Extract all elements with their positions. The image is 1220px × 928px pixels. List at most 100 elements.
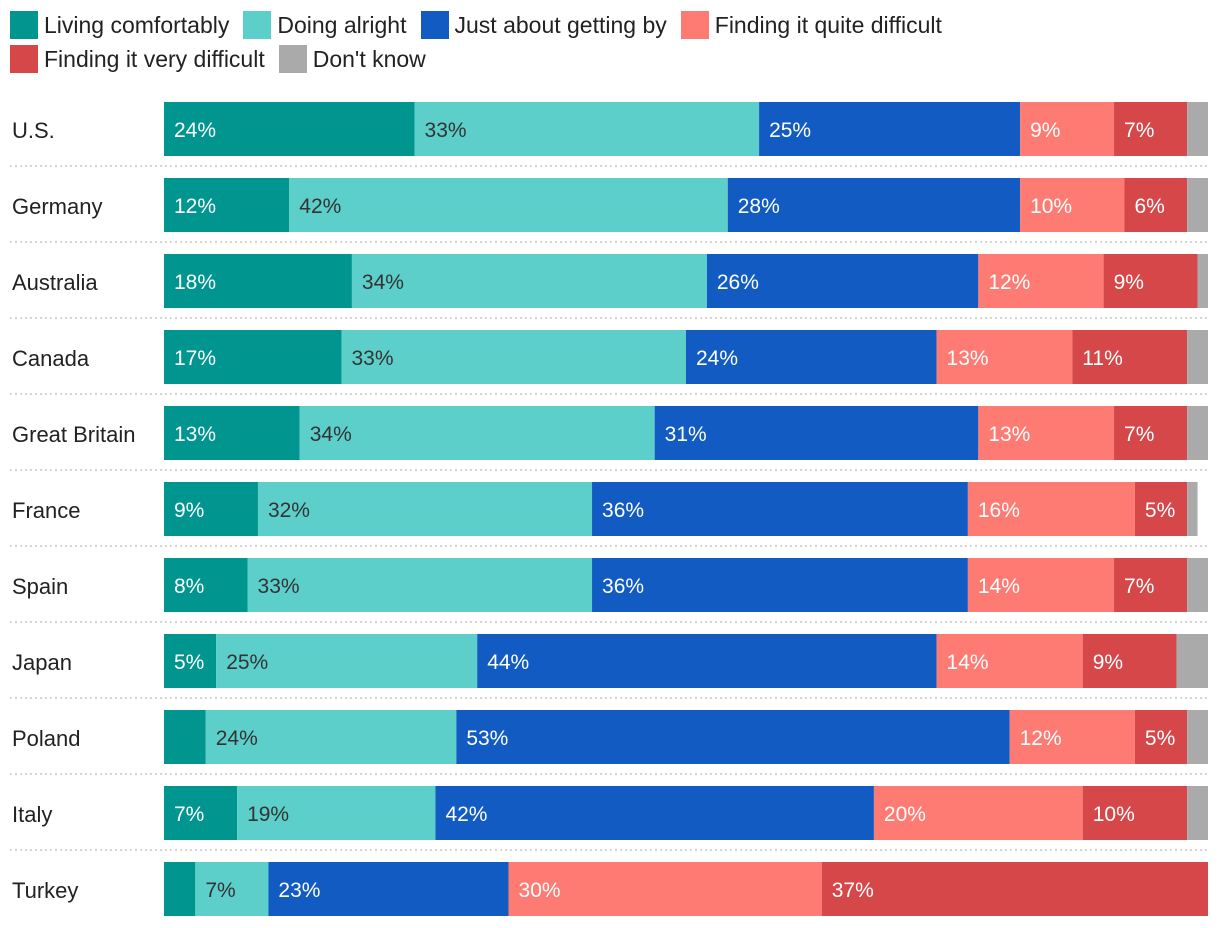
bar-segment bbox=[1187, 710, 1208, 764]
bar-segment bbox=[1114, 102, 1188, 156]
category-label: France bbox=[12, 498, 80, 523]
bar-row: Turkey 7% 23% 30% 37% bbox=[12, 862, 1208, 916]
bar-segment bbox=[1082, 786, 1188, 840]
bar-segment bbox=[164, 330, 342, 384]
bar-segment bbox=[164, 862, 196, 916]
category-label: U.S. bbox=[12, 118, 55, 143]
legend-swatch bbox=[10, 45, 38, 73]
bar-segment bbox=[1009, 710, 1135, 764]
data-label: 7% bbox=[1124, 119, 1154, 142]
category-label: Poland bbox=[12, 726, 81, 751]
category-label: Japan bbox=[12, 650, 72, 675]
data-label: 42% bbox=[445, 803, 487, 826]
data-label: 7% bbox=[1124, 575, 1154, 598]
bar-segment bbox=[164, 786, 238, 840]
legend-label: Doing alright bbox=[277, 12, 407, 38]
bar-segment bbox=[237, 786, 436, 840]
data-label: 13% bbox=[947, 347, 989, 370]
bar-segment bbox=[759, 102, 1021, 156]
data-label: 17% bbox=[174, 347, 216, 370]
bar-segment bbox=[978, 406, 1115, 460]
bar-segment bbox=[289, 178, 728, 232]
bar-segment bbox=[936, 634, 1083, 688]
legend-item-1: Doing alright bbox=[243, 8, 407, 42]
bar-segment bbox=[247, 558, 593, 612]
category-label: Turkey bbox=[12, 878, 78, 903]
bar-segment bbox=[1187, 330, 1208, 384]
data-label: 5% bbox=[174, 651, 204, 674]
category-label: Italy bbox=[12, 802, 52, 827]
category-label: Australia bbox=[12, 270, 98, 295]
data-label: 24% bbox=[174, 119, 216, 142]
bar-segment bbox=[164, 634, 217, 688]
data-label: 53% bbox=[466, 727, 508, 750]
bar-segment bbox=[195, 862, 269, 916]
bar-segment bbox=[164, 254, 352, 308]
bar-segment bbox=[1197, 254, 1208, 308]
data-label: 33% bbox=[425, 119, 467, 142]
data-label: 33% bbox=[258, 575, 300, 598]
bar-segment bbox=[257, 482, 593, 536]
data-label: 7% bbox=[205, 879, 235, 902]
data-label: 19% bbox=[247, 803, 289, 826]
bar-segment bbox=[477, 634, 937, 688]
legend-label: Living comfortably bbox=[44, 12, 230, 38]
bar-segment bbox=[592, 558, 968, 612]
category-label: Spain bbox=[12, 574, 68, 599]
data-label: 13% bbox=[174, 423, 216, 446]
bar-segment bbox=[216, 634, 478, 688]
data-label: 11% bbox=[1082, 347, 1122, 370]
bar-row: U.S. 24% 33% 25% 9% 7% bbox=[10, 102, 1208, 167]
data-label: 33% bbox=[351, 347, 393, 370]
data-label: 12% bbox=[1020, 727, 1062, 750]
bar-row: Germany 12% 42% 28% 10% 6% bbox=[10, 178, 1208, 243]
legend-swatch bbox=[420, 11, 449, 39]
data-label: 6% bbox=[1134, 195, 1164, 218]
bar-segment bbox=[821, 862, 1208, 916]
bar-segment bbox=[706, 254, 979, 308]
data-label: 36% bbox=[602, 499, 644, 522]
data-label: 36% bbox=[602, 575, 644, 598]
legend-swatch bbox=[680, 11, 709, 39]
data-label: 37% bbox=[832, 879, 874, 902]
legend-item-3: Finding it quite difficult bbox=[680, 8, 942, 42]
data-label: 10% bbox=[1093, 803, 1135, 826]
data-label: 9% bbox=[1093, 651, 1123, 674]
bar-segment bbox=[1020, 102, 1115, 156]
data-label: 25% bbox=[226, 651, 268, 674]
data-label: 9% bbox=[174, 499, 204, 522]
chart-legend: Living comfortably Doing alright Just abou… bbox=[10, 8, 1215, 76]
legend-item-2: Just about getting by bbox=[420, 8, 667, 42]
bar-segment bbox=[1114, 406, 1188, 460]
bar-segment bbox=[1187, 178, 1208, 232]
bar-row: Japan 5% 25% 44% 14% 9% bbox=[10, 634, 1208, 699]
data-label: 25% bbox=[769, 119, 811, 142]
bar-segment bbox=[967, 482, 1135, 536]
bar-row: Canada 17% 33% 24% 13% 11% bbox=[10, 330, 1208, 395]
bar-segment bbox=[592, 482, 968, 536]
bar-segment bbox=[1082, 634, 1177, 688]
data-label: 7% bbox=[174, 803, 204, 826]
bar-segment bbox=[1103, 254, 1198, 308]
data-label: 26% bbox=[717, 271, 759, 294]
bar-segment bbox=[341, 330, 686, 384]
data-label: 8% bbox=[174, 575, 204, 598]
bar-segment bbox=[1072, 330, 1188, 384]
bar-segment bbox=[1124, 178, 1188, 232]
legend-label: Finding it quite difficult bbox=[714, 12, 942, 38]
data-label: 18% bbox=[174, 271, 216, 294]
data-label: 16% bbox=[978, 499, 1020, 522]
bar-segment bbox=[164, 482, 258, 536]
data-label: 5% bbox=[1145, 499, 1175, 522]
data-label: 44% bbox=[487, 651, 529, 674]
legend-swatch bbox=[243, 11, 272, 39]
data-label: 5% bbox=[1145, 727, 1175, 750]
bar-segment bbox=[1134, 710, 1188, 764]
data-label: 9% bbox=[1114, 271, 1144, 294]
bar-segment bbox=[268, 862, 509, 916]
data-label: 24% bbox=[696, 347, 738, 370]
data-label: 14% bbox=[947, 651, 989, 674]
bar-segment bbox=[164, 102, 415, 156]
bar-segment bbox=[1187, 406, 1208, 460]
data-label: 24% bbox=[216, 727, 258, 750]
